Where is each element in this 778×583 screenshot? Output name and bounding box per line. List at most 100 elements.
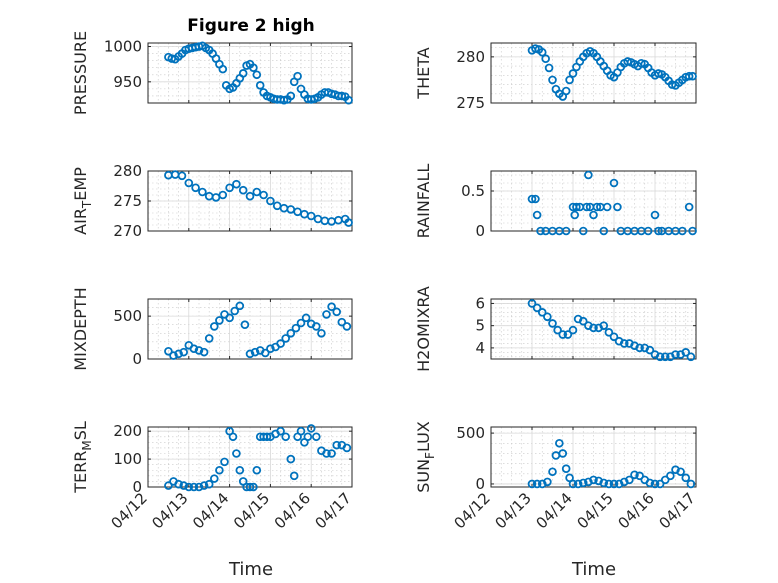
data-series xyxy=(527,44,697,101)
data-point xyxy=(296,426,306,436)
data-point xyxy=(558,330,568,339)
y-axis-label-subscript: M xyxy=(80,440,94,450)
y-tick-label: 270 xyxy=(113,222,142,240)
data-point xyxy=(337,317,347,327)
data-point xyxy=(537,47,547,57)
y-axis-label: AIRTEMP xyxy=(71,167,94,235)
data-point xyxy=(260,348,270,358)
data-point xyxy=(568,479,578,489)
y-axis-label-text: MIXDEPTH xyxy=(71,287,90,370)
axes-border xyxy=(490,426,697,488)
data-point xyxy=(548,319,557,328)
data-point xyxy=(306,424,316,433)
data-point xyxy=(681,473,691,483)
data-point xyxy=(589,210,598,220)
data-point xyxy=(235,301,245,311)
y-tick-label: 1000 xyxy=(104,38,142,56)
data-point xyxy=(578,316,588,326)
y-axis-label: THETA xyxy=(414,47,433,99)
data-point xyxy=(255,81,265,90)
y-axis-label: MIXDEPTH xyxy=(71,287,90,370)
data-point xyxy=(681,348,691,357)
data-point xyxy=(252,70,262,80)
data-point xyxy=(220,457,229,467)
data-point xyxy=(281,334,291,343)
data-point xyxy=(189,344,199,354)
data-point xyxy=(286,454,296,464)
data-point xyxy=(164,481,173,490)
data-point xyxy=(218,64,228,74)
data-point xyxy=(684,71,694,81)
data-point xyxy=(532,479,542,489)
data-point xyxy=(678,226,687,236)
y-axis-label: SUNFLUX xyxy=(414,421,437,493)
data-point xyxy=(563,330,573,339)
data-point xyxy=(602,202,612,212)
data-point xyxy=(568,69,578,78)
data-point xyxy=(198,187,207,197)
data-point xyxy=(686,479,696,489)
data-point xyxy=(666,471,675,481)
data-point xyxy=(194,482,204,492)
y-tick-label: 280 xyxy=(456,48,485,66)
subplot-4: 0 0.5 RAINFALL xyxy=(414,164,697,240)
data-point xyxy=(643,226,653,236)
y-axis-label-subscript: T xyxy=(80,200,94,209)
data-point xyxy=(589,475,598,485)
data-point xyxy=(303,432,313,442)
data-point xyxy=(311,322,321,331)
data-point xyxy=(215,465,224,475)
x-tick-label: 04/13 xyxy=(492,489,535,532)
subplot-5: 0 500 MIXDEPTH xyxy=(71,287,353,371)
y-tick-label: 500 xyxy=(113,307,142,325)
data-point xyxy=(609,479,619,489)
data-point xyxy=(537,308,547,317)
data-point xyxy=(249,482,258,492)
data-point xyxy=(532,210,542,220)
data-point xyxy=(654,226,663,236)
data-point xyxy=(322,310,331,319)
data-point xyxy=(230,306,240,316)
data-point xyxy=(296,318,306,328)
data-point xyxy=(266,344,275,354)
data-point xyxy=(177,171,187,181)
plot-area xyxy=(490,298,697,360)
data-point xyxy=(570,210,580,220)
y-axis-label: RAINFALL xyxy=(414,164,433,239)
data-point xyxy=(164,346,173,356)
y-tick-label: 500 xyxy=(456,424,485,442)
y-tick-label: 4 xyxy=(475,339,485,357)
y-axis-label-text: H2OMIXRA xyxy=(414,286,433,372)
data-point xyxy=(306,211,316,221)
y-axis-label-text: THETA xyxy=(414,47,433,99)
data-point xyxy=(228,432,238,442)
data-point xyxy=(332,440,342,450)
data-point xyxy=(252,187,262,197)
data-point xyxy=(235,465,245,475)
y-axis-label-text: AIR xyxy=(71,208,90,235)
data-point xyxy=(660,352,670,362)
axes-border xyxy=(490,170,697,232)
x-tick-label: 04/16 xyxy=(271,489,314,532)
data-point xyxy=(553,325,562,335)
data-point xyxy=(684,202,694,212)
data-point xyxy=(344,95,353,105)
y-tick-label: 200 xyxy=(113,422,142,440)
data-point xyxy=(599,226,609,236)
y-tick-label: 275 xyxy=(113,192,142,210)
data-series xyxy=(527,170,697,236)
subplot-3: 270 275 280 AIRTEMP xyxy=(71,162,353,240)
data-point xyxy=(531,194,540,204)
data-series xyxy=(164,41,353,105)
data-point xyxy=(561,464,571,473)
data-point xyxy=(210,474,219,483)
data-point xyxy=(184,178,194,188)
data-point xyxy=(245,349,255,359)
data-point xyxy=(527,299,537,308)
y-tick-label: 280 xyxy=(113,162,142,180)
x-tick-label: 04/17 xyxy=(312,489,355,532)
data-point xyxy=(262,432,272,442)
data-point xyxy=(578,226,588,236)
